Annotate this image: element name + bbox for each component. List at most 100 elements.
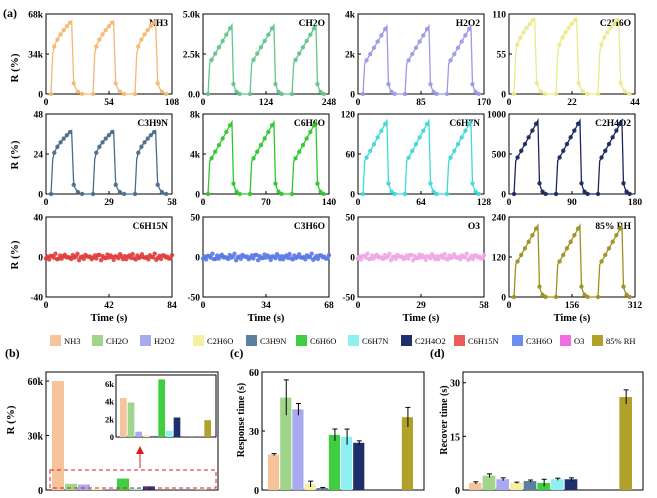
- data-point: [94, 44, 99, 49]
- bar-5: [523, 481, 537, 490]
- data-point: [315, 181, 320, 186]
- plot-frame: [508, 113, 636, 195]
- data-point: [360, 191, 366, 197]
- data-point: [515, 42, 520, 47]
- ylabel-c: Response time (s): [236, 383, 247, 457]
- data-point: [428, 81, 433, 87]
- x-tick-label: 0: [356, 198, 361, 208]
- data-point: [48, 191, 54, 197]
- inset-tick-label: 0: [110, 432, 114, 442]
- data-point: [48, 91, 54, 97]
- legend-item-10: C3H6O: [512, 335, 552, 346]
- plot-frame: [202, 13, 330, 95]
- data-point: [524, 25, 529, 30]
- data-point: [595, 294, 601, 300]
- data-point: [279, 191, 284, 197]
- data-point: [564, 141, 570, 147]
- data-point: [519, 148, 524, 153]
- data-point: [148, 24, 154, 29]
- y-tick-label: 0: [254, 486, 259, 497]
- data-point: [617, 226, 623, 231]
- data-point: [599, 259, 604, 264]
- y-tick-label: 240: [492, 214, 507, 224]
- data-point: [431, 89, 436, 95]
- data-point: [231, 81, 236, 87]
- data-point: [325, 256, 330, 261]
- data-point: [159, 89, 165, 94]
- data-point: [237, 91, 242, 97]
- x-tick-label: 42: [104, 301, 114, 311]
- data-point: [64, 24, 70, 29]
- data-point: [117, 89, 123, 94]
- data-point: [575, 226, 581, 231]
- y-tick-label: 55: [497, 51, 507, 61]
- data-point: [463, 128, 468, 133]
- data-point: [52, 150, 57, 155]
- data-point: [94, 256, 99, 261]
- y-tick-label: 120: [341, 111, 356, 121]
- x-tick-label: 0: [201, 198, 206, 208]
- data-point: [617, 121, 623, 126]
- data-point: [273, 181, 278, 186]
- data-point: [251, 256, 256, 261]
- y-tick-label: -50: [187, 294, 200, 304]
- data-point: [210, 251, 215, 256]
- ylabel-row2: R (%): [9, 140, 21, 169]
- plot-frame: [508, 13, 636, 95]
- chart-1: 0 34k 68k 0 54 108 NH3: [28, 11, 179, 109]
- x-tick-label: 68: [324, 301, 334, 311]
- data-point: [595, 91, 601, 97]
- data-point: [46, 257, 52, 262]
- data-point: [599, 42, 604, 47]
- data-point: [304, 38, 309, 44]
- y-tick-label: 0: [195, 191, 200, 201]
- data-point: [624, 189, 629, 194]
- bar-2: [65, 483, 77, 490]
- data-point: [109, 20, 115, 25]
- data-point: [421, 128, 426, 133]
- data-point: [434, 91, 439, 97]
- data-point: [79, 191, 85, 197]
- data-point: [232, 251, 237, 257]
- chart-title: H2O2: [456, 19, 481, 29]
- data-point: [611, 21, 617, 26]
- data-point: [368, 148, 373, 154]
- y-tick-label: 4k: [345, 11, 356, 21]
- y-tick-label: 40: [34, 214, 44, 224]
- y-tick-label: 0: [455, 486, 460, 497]
- y-tick-label: 110: [492, 11, 506, 21]
- panel-label-c: (c): [230, 346, 243, 360]
- data-point: [603, 148, 608, 153]
- data-point: [515, 259, 520, 264]
- data-point: [75, 251, 80, 257]
- data-point: [417, 135, 422, 140]
- data-point: [276, 89, 281, 95]
- zoom-region: [49, 469, 217, 489]
- data-point: [300, 45, 306, 50]
- inset-tick-label: 2k: [105, 414, 114, 424]
- data-point: [142, 140, 147, 145]
- data-point: [307, 255, 313, 260]
- ylabel-row1: R (%): [9, 53, 21, 82]
- panel-label-b: (b): [5, 346, 20, 360]
- bar-3: [78, 484, 90, 490]
- x-tick-label: 248: [322, 98, 337, 108]
- data-point: [557, 155, 562, 160]
- data-point: [458, 257, 463, 262]
- data-point: [572, 232, 577, 238]
- data-point: [622, 89, 628, 94]
- data-point: [61, 27, 66, 33]
- data-point: [258, 45, 264, 50]
- bar-4: [91, 489, 103, 490]
- data-point: [269, 123, 275, 128]
- data-point: [205, 191, 211, 197]
- bar-4: [304, 484, 316, 490]
- x-tick-label: 170: [477, 98, 492, 108]
- data-point: [561, 252, 566, 258]
- data-point: [262, 38, 267, 44]
- data-point: [159, 189, 165, 195]
- data-point: [413, 141, 419, 147]
- data-point: [297, 149, 302, 154]
- data-point: [576, 80, 581, 86]
